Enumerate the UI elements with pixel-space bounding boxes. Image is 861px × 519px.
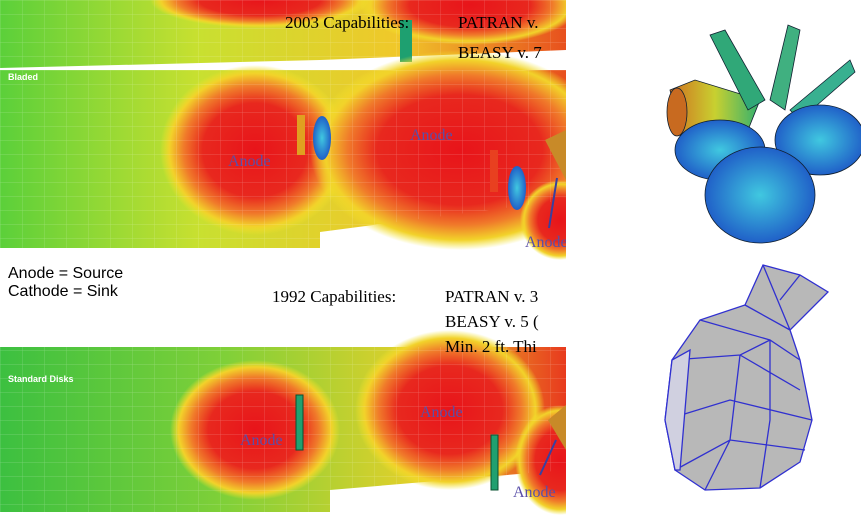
capability-line: BEASY v. 5 ( [445,312,539,331]
capabilities-label: 2003 Capabilities: [285,13,409,32]
capability-line: Min. 2 ft. Thi [445,337,537,356]
capability-line: PATRAN v. [458,13,538,32]
capabilities-label: 1992 Capabilities: [272,287,396,306]
slide: 2003 Capabilities: PATRAN v. BEASY v. 7 … [0,0,861,519]
panel-title: Standard Disks [8,374,74,384]
capability-line: BEASY v. 7 [458,43,542,62]
bladed-panel [0,50,610,260]
panel-title: Bladed [8,72,38,82]
legend-line: Cathode = Sink [8,283,119,300]
capability-line: PATRAN v. 3 [445,287,538,306]
anode-label: Anode [240,432,283,449]
anode-label: Anode [525,234,568,251]
anode-label: Anode [513,484,556,501]
anode-label: Anode [410,127,453,144]
mesh-image [665,265,828,490]
legend-line: Anode = Source [8,265,123,282]
propeller-image [667,25,861,243]
anode-label: Anode [420,404,463,421]
anode-label: Anode [228,153,271,170]
